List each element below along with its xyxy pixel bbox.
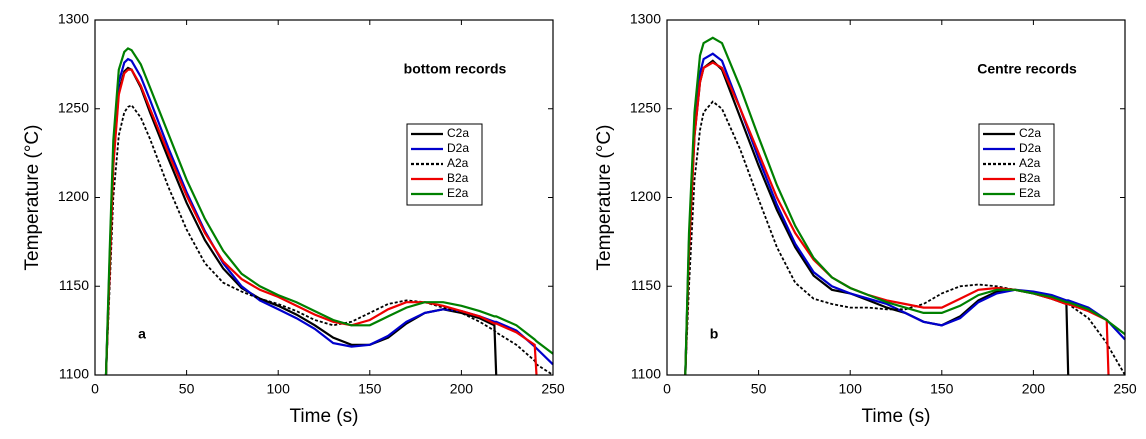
x-axis-label: Time (s) <box>290 406 359 427</box>
x-tick-label: 0 <box>91 381 99 397</box>
x-tick-label: 250 <box>541 381 565 397</box>
x-tick-label: 100 <box>267 381 291 397</box>
y-tick-label: 1200 <box>58 188 89 204</box>
plot-frame <box>94 19 554 376</box>
x-axis-label: Time (s) <box>862 406 931 427</box>
legend-label: D2a <box>1019 141 1041 155</box>
x-tick-label: 200 <box>1022 381 1046 397</box>
panel-label: b <box>710 326 719 342</box>
series-line <box>684 100 1126 376</box>
annotation: bottom records <box>404 61 507 77</box>
series-line <box>684 52 1126 376</box>
x-tick-label: 200 <box>450 381 474 397</box>
legend-label: D2a <box>447 141 469 155</box>
annotation: Centre records <box>977 61 1077 77</box>
y-tick-label: 1300 <box>58 11 89 27</box>
legend-label: A2a <box>1019 156 1041 170</box>
legend-label: B2a <box>1019 171 1041 185</box>
x-tick-label: 150 <box>930 381 954 397</box>
plot-frame <box>666 19 1126 376</box>
panel-label: a <box>138 326 146 342</box>
legend-label: A2a <box>447 156 469 170</box>
legend-label: E2a <box>1019 186 1041 200</box>
legend-label: B2a <box>447 171 469 185</box>
series-line <box>104 68 538 376</box>
series-line <box>104 47 554 376</box>
x-tick-label: 150 <box>358 381 382 397</box>
series-line <box>684 59 1070 376</box>
legend-label: C2a <box>447 126 469 140</box>
x-tick-label: 250 <box>1113 381 1137 397</box>
x-tick-label: 50 <box>751 381 767 397</box>
y-tick-label: 1200 <box>630 188 661 204</box>
y-tick-label: 1300 <box>630 11 661 27</box>
x-tick-label: 0 <box>663 381 671 397</box>
y-tick-label: 1150 <box>631 277 661 293</box>
series-line <box>104 66 498 376</box>
x-tick-label: 100 <box>839 381 863 397</box>
y-tick-label: 1150 <box>59 277 89 293</box>
y-axis-label: Temperature (°C) <box>22 125 43 271</box>
x-tick-label: 50 <box>179 381 195 397</box>
legend-label: E2a <box>447 186 469 200</box>
y-tick-label: 1100 <box>59 366 89 382</box>
legend-label: C2a <box>1019 126 1041 140</box>
y-tick-label: 1250 <box>630 99 661 115</box>
legend-box <box>406 123 483 206</box>
series-line <box>684 36 1126 376</box>
series-line <box>104 57 554 376</box>
y-tick-label: 1250 <box>58 99 89 115</box>
legend-box <box>978 123 1055 206</box>
y-tick-label: 1100 <box>631 366 661 382</box>
y-axis-label: Temperature (°C) <box>594 125 615 271</box>
series-line <box>105 104 554 376</box>
